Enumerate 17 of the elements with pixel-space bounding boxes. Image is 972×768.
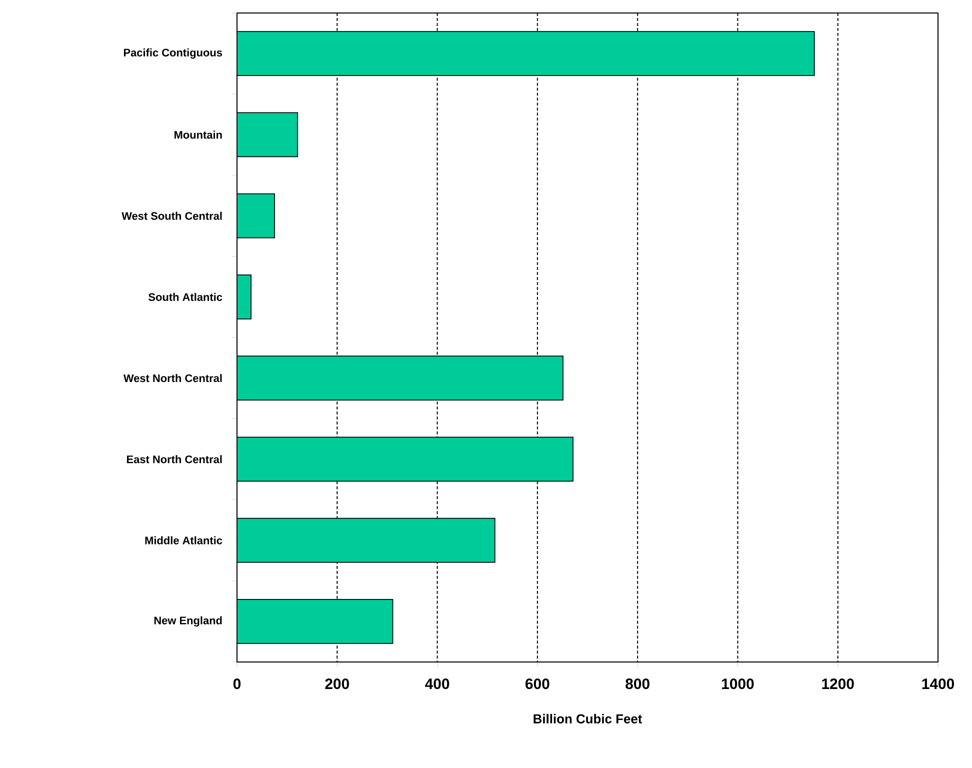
y-tick-label: South Atlantic bbox=[148, 292, 222, 301]
y-tick-label: West South Central bbox=[122, 212, 222, 220]
x-tick-label: 1400 bbox=[922, 678, 954, 690]
y-tick-label: Middle Atlantic bbox=[145, 536, 222, 544]
x-tick-label: 1200 bbox=[822, 678, 854, 690]
y-tick-label: East North Central bbox=[127, 455, 222, 464]
y-tick-label: New England bbox=[154, 616, 222, 627]
x-tick-label: 1000 bbox=[722, 678, 754, 690]
x-tick-label: 600 bbox=[526, 678, 550, 690]
y-tick-label: Pacific Contiguous bbox=[124, 48, 222, 59]
x-axis-title: Billion Cubic Feet bbox=[534, 714, 642, 724]
x-tick-label: 200 bbox=[325, 678, 349, 690]
x-tick-label: 400 bbox=[425, 678, 450, 690]
y-tick-label: Mountain bbox=[174, 130, 222, 139]
y-tick-label: West North Central bbox=[123, 374, 222, 382]
x-tick-label: 0 bbox=[233, 678, 241, 690]
x-tick-label: 800 bbox=[626, 678, 650, 690]
